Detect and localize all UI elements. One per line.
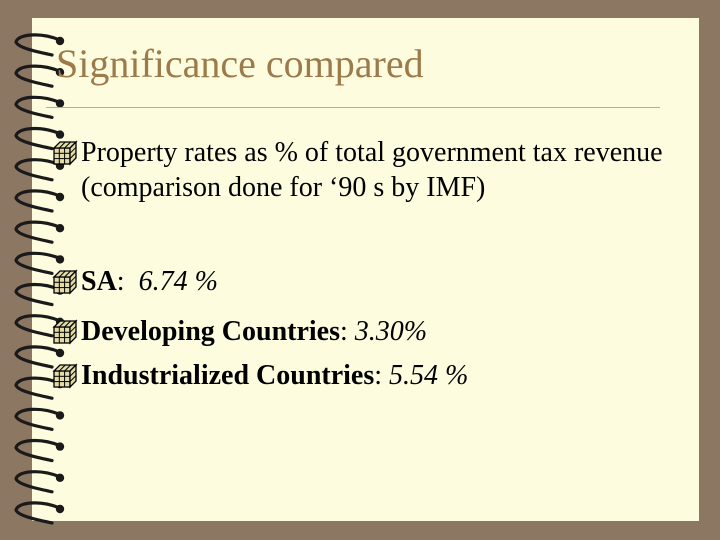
bullet-sa: SA: 6.74 % [52,264,218,299]
spiral-ring [14,189,65,213]
cube-bullet-icon [53,141,77,165]
title-divider [46,107,660,108]
spiral-ring [14,470,65,494]
bullet-separator: : [340,316,348,347]
bullet-value: 6.74 % [138,266,218,297]
spiral-ring [14,95,65,119]
spiral-ring [14,33,65,57]
bullet-value: 5.54 % [389,360,469,391]
spiral-ring [14,501,65,525]
spiral-ring [14,64,65,88]
bullet-industrialized-countries: Industrialized Countries: 5.54 % [52,358,468,393]
spiral-ring [14,220,65,244]
spiral-binding-icon [14,33,65,525]
slide-title: Significance compared [56,41,424,86]
spiral-ring [14,127,65,151]
bullet-separator: : [116,266,125,297]
slide-page [32,18,699,521]
spiral-ring [14,251,65,275]
cube-bullet-icon [53,270,77,294]
cube-bullet-icon [53,320,77,344]
bullet-label: Developing Countries [81,316,340,347]
bullet-separator: : [374,360,383,391]
bullet-text: Property rates as % of total government … [81,137,663,203]
bullet-value: 3.30% [354,316,428,347]
bullet-developing-countries: Developing Countries: 3.30% [52,314,427,349]
spiral-ring [14,407,65,431]
cube-bullet-icon [53,364,77,388]
bullet-property-rates: Property rates as % of total government … [52,135,666,205]
spiral-ring [14,345,65,369]
spiral-ring [14,439,65,463]
bullet-label: Industrialized Countries [81,360,375,391]
bullet-label: SA [81,266,117,297]
